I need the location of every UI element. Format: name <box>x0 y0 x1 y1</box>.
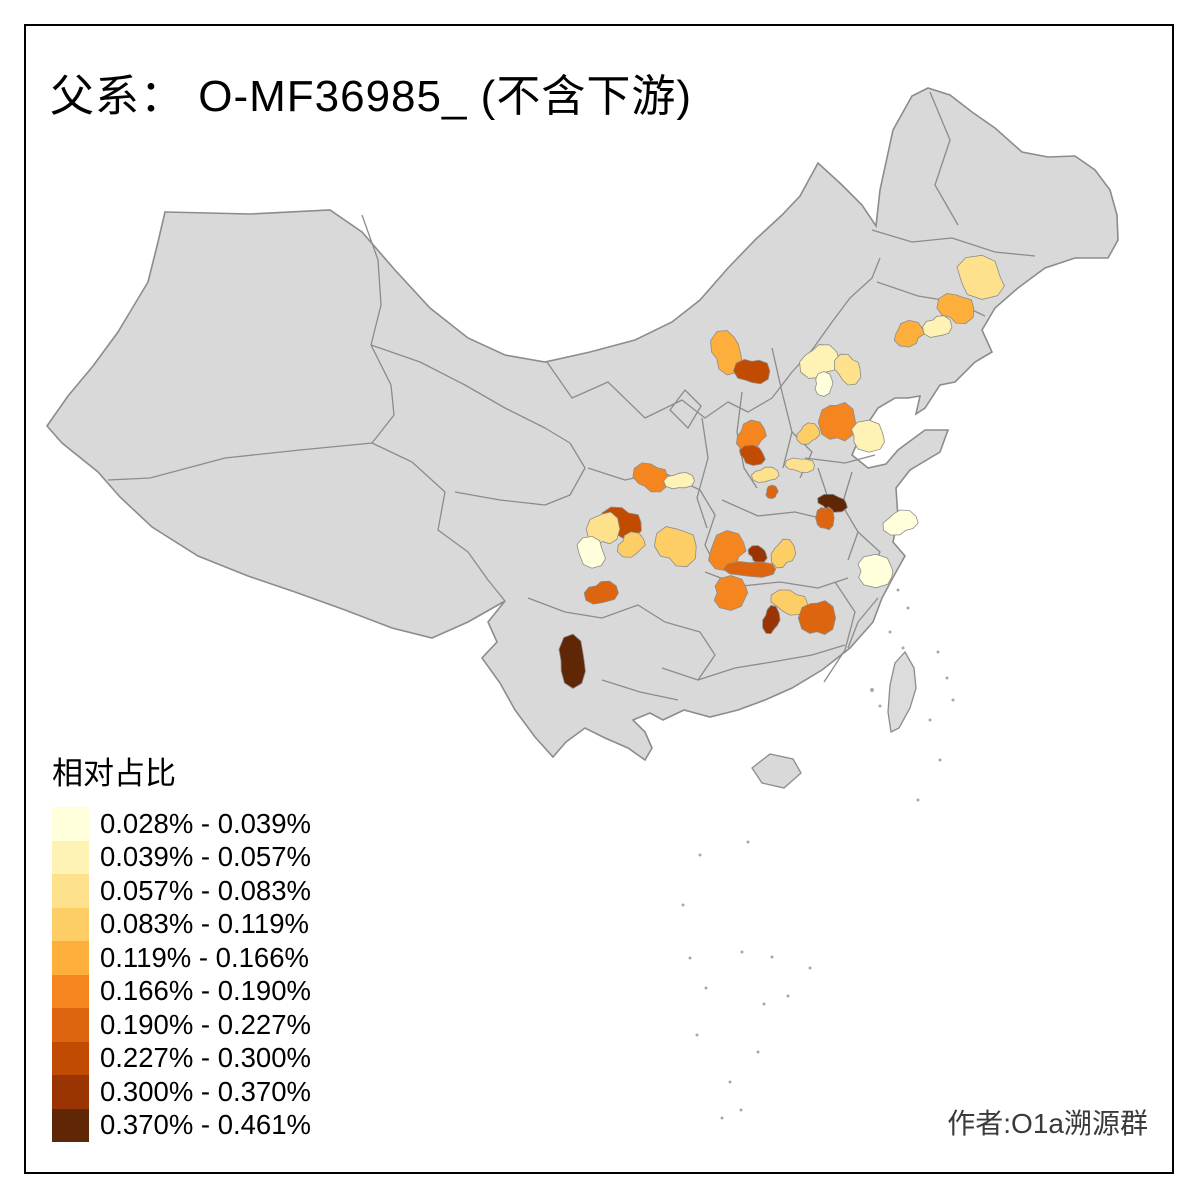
legend-items: 0.028% - 0.039% 0.039% - 0.057% 0.057% - 0… <box>52 807 311 1142</box>
map-region[interactable] <box>735 419 767 452</box>
map-region[interactable] <box>784 457 815 474</box>
map-region[interactable] <box>882 509 919 536</box>
islands <box>681 588 955 1120</box>
legend-item: 0.119% - 0.166% <box>52 941 311 975</box>
legend-label: 0.190% - 0.227% <box>100 1008 311 1040</box>
shaded-regions-layer <box>558 254 1005 689</box>
map-region[interactable] <box>834 353 862 386</box>
map-region[interactable] <box>817 493 848 513</box>
legend-swatch <box>52 1041 89 1075</box>
map-region[interactable] <box>632 462 669 493</box>
map-region[interactable] <box>797 600 837 635</box>
legend-swatch <box>52 907 89 941</box>
map-region[interactable] <box>751 466 780 483</box>
map-region[interactable] <box>765 484 779 500</box>
map-region[interactable] <box>922 315 953 338</box>
legend-item: 0.166% - 0.190% <box>52 974 311 1008</box>
hainan-island <box>751 753 802 789</box>
map-region[interactable] <box>817 402 856 442</box>
map-region[interactable] <box>956 254 1005 300</box>
legend-label: 0.227% - 0.300% <box>100 1042 311 1074</box>
map-title: 父系： O-MF36985_ (不含下游) <box>50 72 692 121</box>
map-region[interactable] <box>857 553 894 589</box>
mainland-outline <box>45 87 1119 762</box>
plot-frame <box>24 24 1174 1174</box>
legend-swatch <box>52 974 89 1008</box>
legend-label: 0.039% - 0.057% <box>100 841 311 873</box>
legend-item: 0.039% - 0.057% <box>52 840 311 874</box>
legend-swatch <box>52 840 89 874</box>
legend-item: 0.300% - 0.370% <box>52 1075 311 1109</box>
map-region[interactable] <box>762 604 781 635</box>
map-region[interactable] <box>732 358 771 385</box>
legend-swatch <box>52 941 89 975</box>
legend-item: 0.028% - 0.039% <box>52 807 311 841</box>
legend-swatch <box>52 874 89 908</box>
map-region[interactable] <box>653 526 697 568</box>
legend-label: 0.300% - 0.370% <box>100 1075 311 1107</box>
taiwan-island <box>887 650 917 733</box>
map-region[interactable] <box>893 319 925 348</box>
map-region[interactable] <box>851 419 885 453</box>
map-region[interactable] <box>585 511 621 545</box>
map-region[interactable] <box>770 538 797 569</box>
legend-swatch <box>52 1008 89 1042</box>
legend: 相对占比 0.028% - 0.039% 0.039% - 0.057% 0.057… <box>52 748 311 1142</box>
map-region[interactable] <box>558 633 586 689</box>
small-islands <box>681 588 955 1120</box>
map-region[interactable] <box>815 506 835 531</box>
legend-item: 0.083% - 0.119% <box>52 907 311 941</box>
legend-item: 0.227% - 0.300% <box>52 1041 311 1075</box>
legend-label: 0.057% - 0.083% <box>100 874 311 906</box>
legend-label: 0.166% - 0.190% <box>100 975 311 1007</box>
map-region[interactable] <box>796 422 821 445</box>
map-region[interactable] <box>617 531 646 558</box>
legend-item: 0.370% - 0.461% <box>52 1108 311 1142</box>
province-borders <box>107 91 1036 701</box>
legend-label: 0.028% - 0.039% <box>100 807 311 839</box>
legend-swatch <box>52 1075 89 1109</box>
legend-item: 0.057% - 0.083% <box>52 874 311 908</box>
map-region[interactable] <box>713 575 749 611</box>
map-region[interactable] <box>739 444 766 466</box>
map-region[interactable] <box>722 561 777 578</box>
legend-title: 相对占比 <box>52 756 176 791</box>
map-region[interactable] <box>663 472 696 490</box>
legend-swatch <box>52 1108 89 1142</box>
legend-label: 0.119% - 0.166% <box>100 941 309 973</box>
legend-label: 0.083% - 0.119% <box>100 908 309 940</box>
map-region[interactable] <box>936 292 975 325</box>
legend-swatch <box>52 807 89 841</box>
legend-item: 0.190% - 0.227% <box>52 1008 311 1042</box>
map-region[interactable] <box>576 535 606 569</box>
credit-text: 作者:O1a溯源群 <box>947 1108 1148 1139</box>
map-region[interactable] <box>583 580 619 605</box>
map-region[interactable] <box>814 371 834 397</box>
legend-label: 0.370% - 0.461% <box>100 1109 311 1141</box>
